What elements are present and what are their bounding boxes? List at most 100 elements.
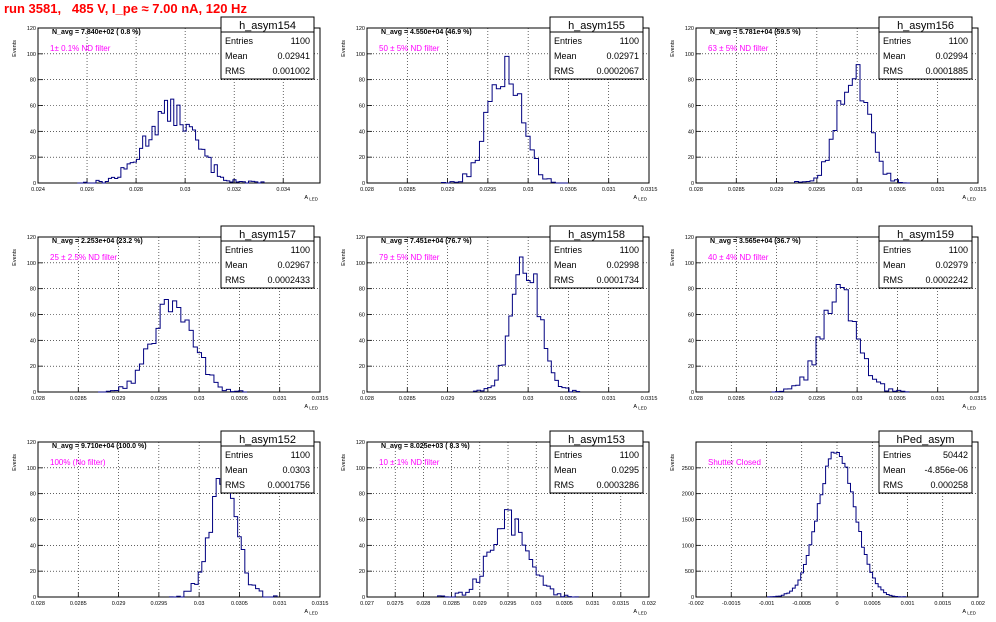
page-title: run 3581, 485 V, I_pe ≈ 7.00 nA, 120 Hz: [4, 1, 247, 16]
x-axis-label-subscript: LED: [309, 406, 319, 411]
stats-key: Entries: [225, 36, 254, 46]
stats-box: [220, 16, 315, 80]
x-tick-label: -0.002: [688, 601, 704, 607]
y-tick-label: 100: [685, 261, 694, 267]
y-tick-label: 100: [27, 261, 36, 267]
stats-value: 0.02967: [277, 260, 310, 270]
stats-key: RMS: [883, 66, 903, 76]
stats-value: 0.02971: [606, 51, 639, 61]
stats-value: 1100: [291, 450, 310, 460]
stats-box: [220, 430, 315, 494]
y-tick-label: 20: [688, 364, 694, 370]
x-tick-label: 0.002: [971, 601, 985, 607]
y-tick-label: 1000: [682, 543, 694, 549]
stats-box: [220, 225, 315, 289]
x-tick-label: 0.0315: [970, 396, 987, 402]
stats-key: RMS: [225, 66, 245, 76]
y-tick-label: 80: [688, 78, 694, 84]
y-tick-label: 120: [27, 235, 36, 241]
y-tick-label: 60: [359, 104, 365, 110]
stats-box: [878, 225, 973, 289]
x-tick-label: 0.0315: [312, 601, 329, 607]
stats-key: Entries: [554, 245, 583, 255]
stats-value: 0.0003286: [596, 480, 639, 490]
filter-label: 1± 0.1% ND filter: [50, 44, 111, 53]
stats-value: 0.0002242: [925, 275, 968, 285]
x-tick-label: 0.028: [360, 396, 374, 402]
stats-key: Mean: [883, 260, 906, 270]
y-axis-label: Events: [670, 40, 676, 57]
stats-value: 0.001002: [272, 66, 310, 76]
stats-value: 0.0002433: [267, 275, 310, 285]
y-tick-label: 500: [685, 569, 694, 575]
stats-value: 0.0002067: [596, 66, 639, 76]
stats-key: Entries: [225, 245, 254, 255]
y-tick-label: 80: [30, 492, 36, 498]
navg-label: N_avg = 2.253e+04 (23.2 %): [52, 238, 143, 245]
y-tick-label: 40: [30, 338, 36, 344]
y-axis-label: Events: [341, 249, 347, 266]
stats-value: 0.0001734: [596, 275, 639, 285]
histogram-name: h_asym153: [568, 434, 625, 446]
x-axis-label-subscript: LED: [309, 197, 319, 202]
histogram-panel: 0.028 0.0285 0.029 0.0295 0.03 0.0305 0.031 0.0…: [12, 430, 329, 616]
histogram-series: [767, 451, 907, 598]
x-tick-label: 0.03: [531, 601, 542, 607]
stats-box: [549, 16, 644, 80]
x-axis-label: A LED: [304, 609, 318, 616]
x-tick-label: 0.0295: [150, 601, 167, 607]
x-tick-label: 0.0295: [150, 396, 167, 402]
x-tick-label: 0.0305: [889, 187, 906, 193]
x-axis-label-subscript: LED: [309, 611, 319, 616]
histogram-panel: -0.002 -0.0015 -0.001 -0.0005 0 0.0005 0.001 0.…: [670, 430, 985, 616]
x-tick-label: -0.001: [759, 601, 775, 607]
y-tick-label: 20: [30, 155, 36, 161]
x-axis-label: A LED: [633, 404, 647, 411]
stats-value: 0.02994: [935, 51, 968, 61]
histogram-series: [440, 55, 569, 184]
x-tick-label: 0.03: [523, 187, 534, 193]
stats-key: Mean: [225, 260, 248, 270]
stats-key: Entries: [883, 245, 912, 255]
x-axis-label: A LED: [304, 404, 318, 411]
y-tick-label: 80: [688, 287, 694, 293]
x-tick-label: 0.0295: [808, 187, 825, 193]
x-tick-label: 0.0295: [479, 187, 496, 193]
y-tick-label: 40: [688, 338, 694, 344]
y-tick-label: 0: [691, 390, 694, 396]
y-tick-label: 120: [356, 440, 365, 446]
histogram-name: hPed_asym: [896, 434, 954, 446]
histogram-name: h_asym157: [239, 229, 296, 241]
x-tick-label: 0.032: [227, 187, 241, 193]
stats-box: [878, 16, 973, 80]
navg-label: N_avg = 7.840e+02 ( 0.8 %): [52, 29, 141, 36]
x-tick-label: 0.034: [276, 187, 290, 193]
filter-label: 40 ± 4% ND filter: [708, 253, 769, 262]
x-tick-label: 0.0285: [399, 396, 416, 402]
y-tick-label: 0: [691, 595, 694, 601]
y-tick-label: 40: [359, 338, 365, 344]
x-tick-label: 0.0285: [728, 396, 745, 402]
navg-label: N_avg = 5.781e+04 (59.5 %): [710, 29, 801, 36]
x-tick-label: 0.028: [360, 187, 374, 193]
stats-value: 1100: [620, 450, 639, 460]
x-tick-label: 0.0315: [312, 396, 329, 402]
histogram-series: [77, 98, 265, 184]
x-tick-label: 0.031: [602, 187, 616, 193]
x-tick-label: 0.029: [112, 601, 126, 607]
x-tick-label: 0.0285: [399, 187, 416, 193]
x-tick-label: 0.0285: [443, 601, 460, 607]
navg-label: N_avg = 4.550e+04 (46.9 %): [381, 29, 472, 36]
x-tick-label: 0.0015: [934, 601, 951, 607]
y-tick-label: 40: [359, 129, 365, 135]
x-tick-label: 0.031: [273, 601, 287, 607]
navg-label: N_avg = 8.025e+03 ( 8.3 %): [381, 443, 470, 450]
x-tick-label: 0.03: [180, 187, 191, 193]
filter-label: 63 ± 5% ND filter: [708, 44, 769, 53]
x-tick-label: 0.0285: [70, 396, 87, 402]
y-tick-label: 0: [362, 390, 365, 396]
y-tick-label: 0: [33, 390, 36, 396]
stats-key: RMS: [883, 480, 903, 490]
x-tick-label: 0.0285: [728, 187, 745, 193]
histogram-series: [472, 256, 581, 393]
